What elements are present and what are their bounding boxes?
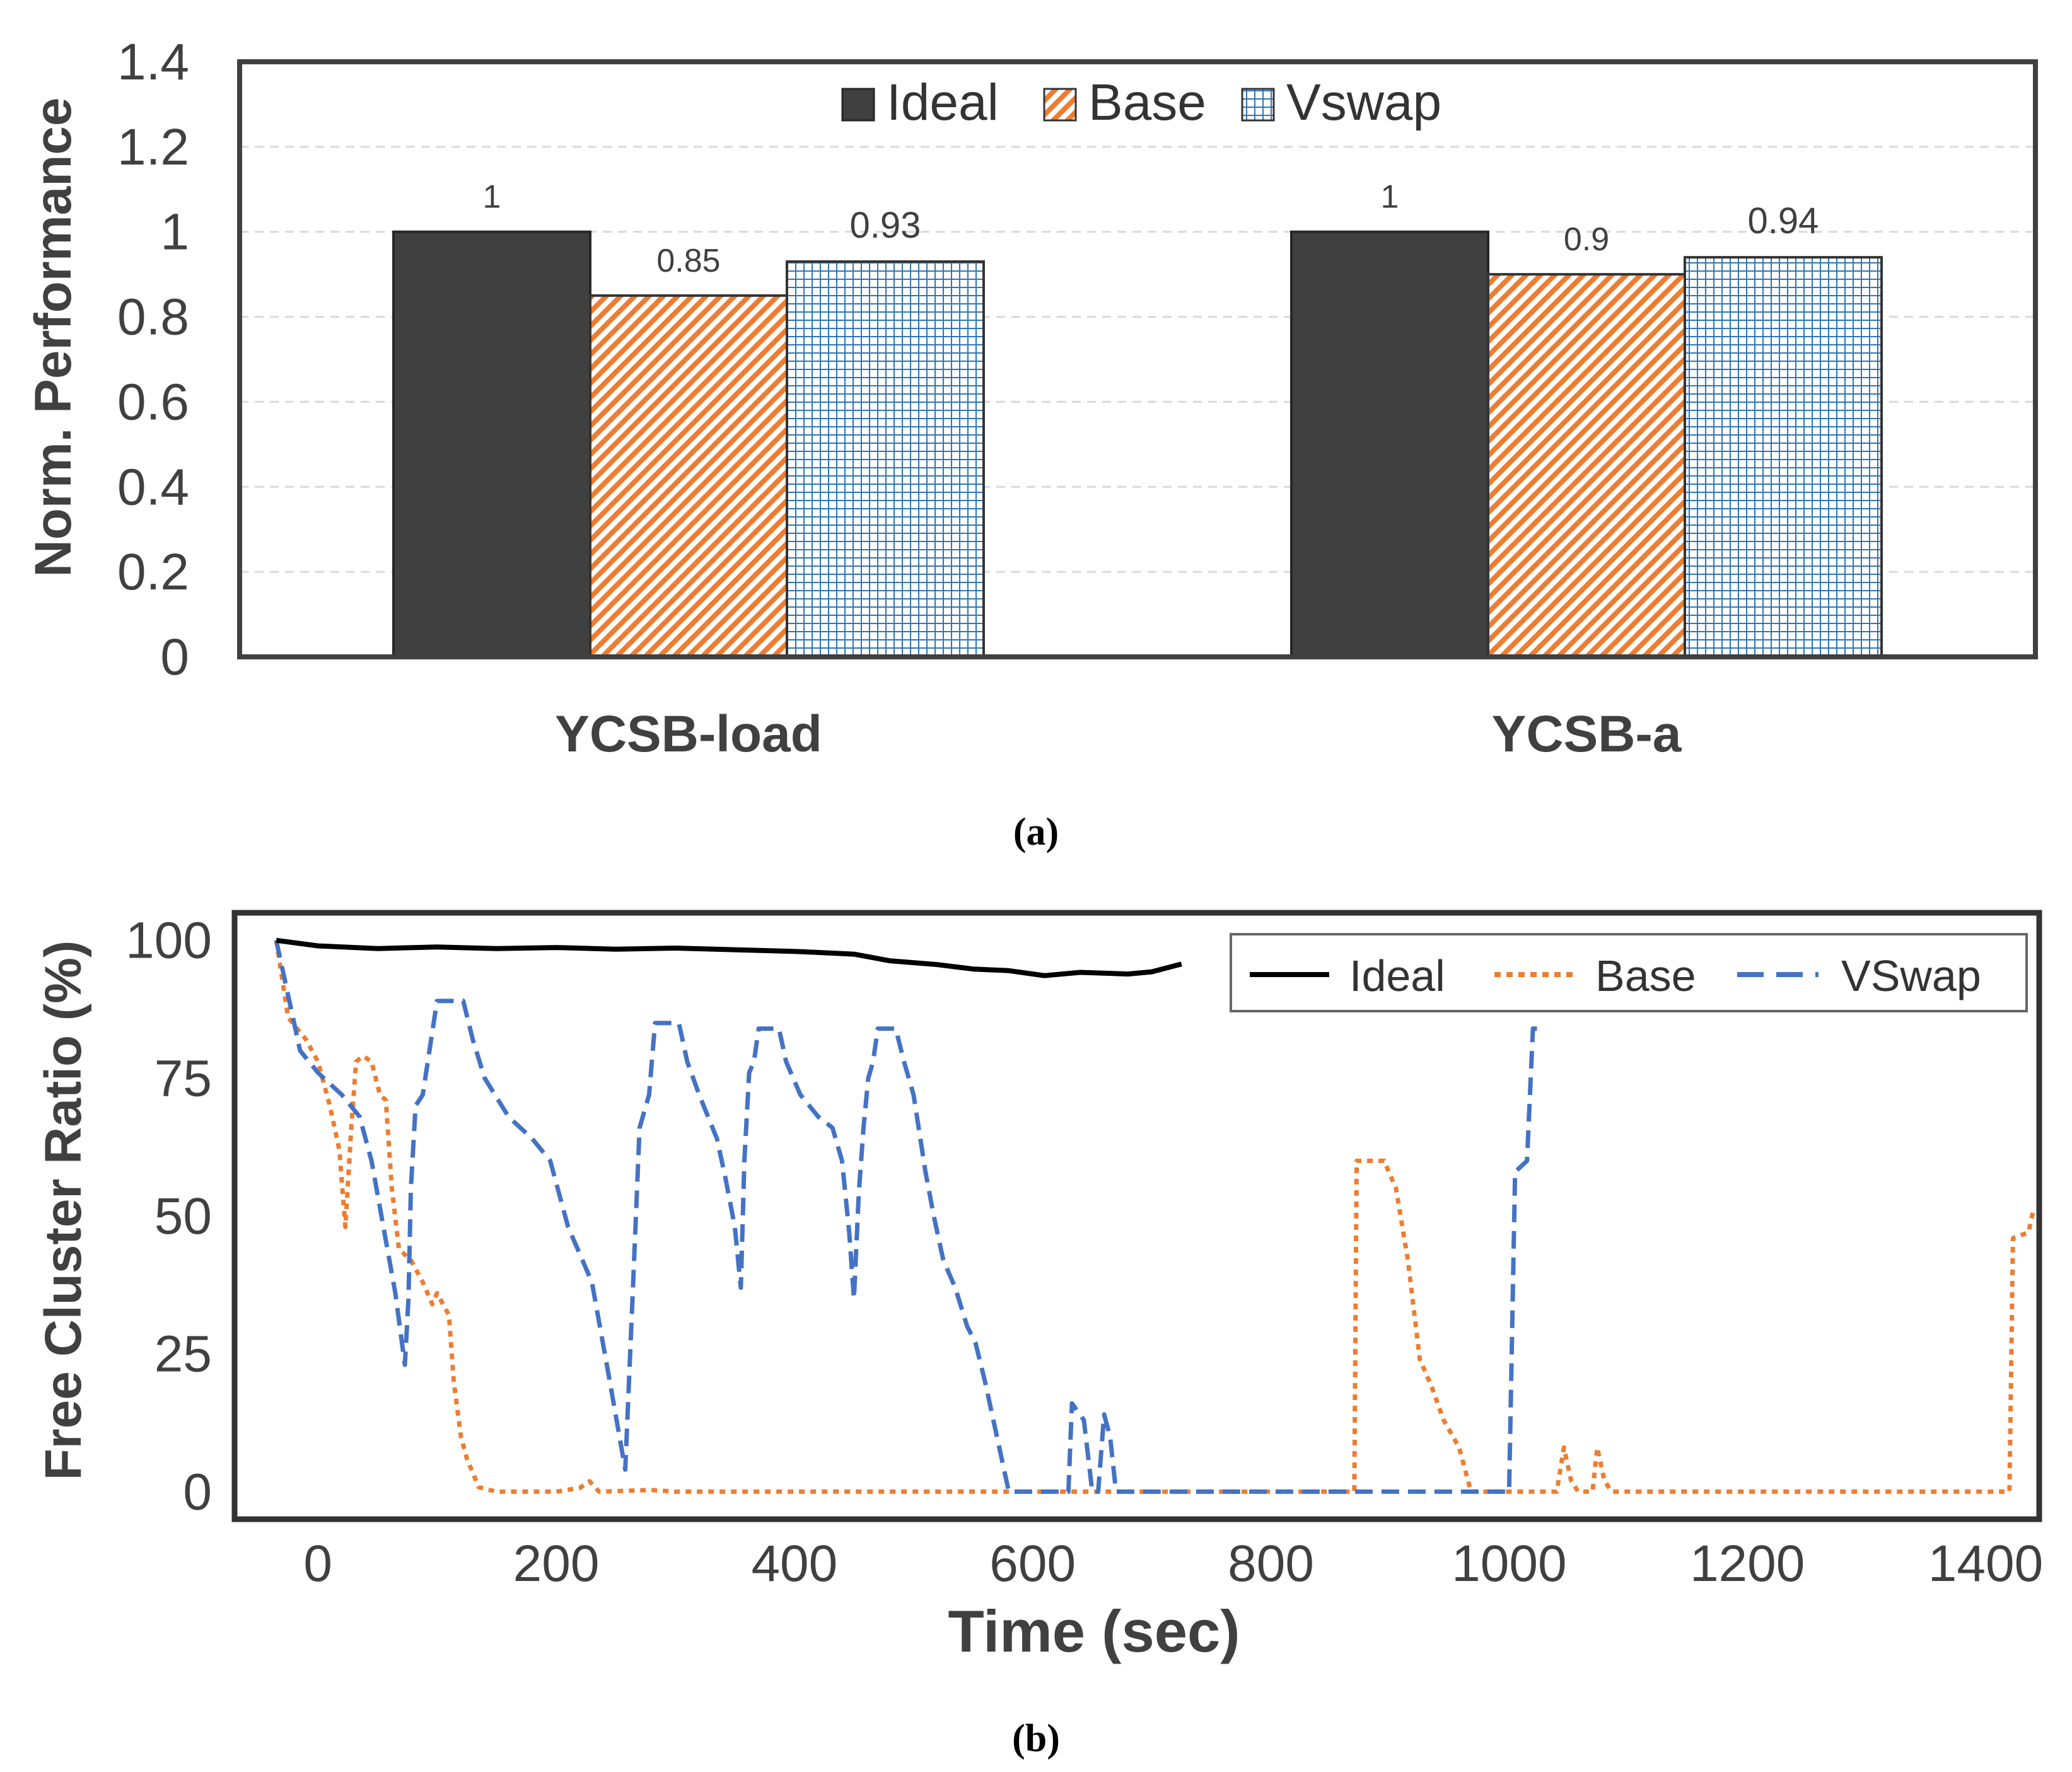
y-tick-a-label: 0.2 [117,543,189,601]
y-tick-a-label: 0.6 [117,373,189,431]
panel-a-y-ticks: 0 0.2 0.4 0.6 0.8 1 1.2 1.4 [117,33,189,686]
data-label-vswap-ycsb-a: 0.94 [1748,200,1819,241]
panel-a-data-labels: 1 0.85 0.93 1 0.9 0.94 [483,179,1819,279]
panel-a-legend: Ideal Base Vswap [841,74,1441,131]
panel-a-caption: (a) [1013,811,1059,854]
y-tick-b-label: 0 [183,1463,212,1520]
data-label-ideal-ycsb-a: 1 [1381,179,1399,216]
data-label-base-ycsb-load: 0.85 [656,243,720,279]
y-tick-b-label: 100 [125,912,212,970]
legend-b-vswap-label: VSwap [1841,951,1981,1000]
y-tick-a-label: 1.4 [117,33,189,91]
legend-a-base-label: Base [1088,74,1206,131]
panel-a-gridlines [240,146,2035,573]
panel-b: 0 25 50 75 100 0 200 400 600 800 1000 1200 1400 Fre… [35,910,2043,1760]
legend-a-vswap-label: Vswap [1286,74,1441,131]
panel-b-x-ticks: 0 200 400 600 800 1000 1200 1400 [303,1535,2043,1592]
panel-b-y-axis-title: Free Cluster Ratio (%) [35,941,92,1481]
legend-b-box [1230,933,2028,1012]
y-tick-a-label: 1 [160,204,189,261]
category-label-ycsb-load: YCSB-load [555,705,822,763]
panel-a: 1 0.85 0.93 1 0.9 0.94 0 0.2 0.4 0.6 0.8 1 1.2 1.4 Y… [25,33,2038,854]
legend-b-ideal-label: Ideal [1349,951,1445,1000]
x-tick-b-label: 800 [1228,1535,1314,1592]
x-tick-b-label: 400 [751,1535,837,1592]
bar-vswap-ycsb-a [1684,256,1883,658]
y-tick-a-label: 0 [160,628,189,686]
data-label-base-ycsb-a: 0.9 [1564,221,1609,258]
panel-b-x-axis-title: Time (sec) [948,1598,1240,1664]
x-tick-b-label: 1000 [1452,1535,1566,1592]
y-tick-a-label: 1.2 [117,119,189,176]
legend-a-ideal-label: Ideal [887,74,999,131]
x-tick-b-label: 0 [303,1535,332,1592]
line-base [274,940,2036,1494]
y-tick-b-label: 75 [154,1050,212,1107]
bar-ideal-ycsb-load [392,230,591,658]
panel-b-legend: Ideal Base VSwap [1230,933,2028,1012]
bar-vswap-ycsb-load [786,260,985,658]
bar-base-ycsb-load [589,294,788,659]
legend-a-ideal-swatch [841,88,875,122]
panel-a-plot-frame [237,59,2038,659]
bar-base-ycsb-a [1487,273,1686,658]
panel-b-caption: (b) [1012,1717,1060,1760]
legend-a-base-swatch [1043,88,1077,122]
legend-a-vswap-swatch [1241,88,1275,122]
panel-b-y-ticks: 0 25 50 75 100 [125,912,212,1521]
y-tick-b-label: 50 [154,1188,212,1245]
panel-a-categories: YCSB-load YCSB-a [555,705,1682,763]
x-tick-b-label: 1200 [1690,1535,1805,1592]
data-label-ideal-ycsb-load: 1 [483,179,501,216]
category-label-ycsb-a: YCSB-a [1492,705,1682,763]
y-tick-b-label: 25 [154,1326,212,1383]
line-vswap [274,939,1545,1494]
panel-a-y-axis-title: Norm. Performance [25,97,82,577]
y-tick-a-label: 0.4 [117,458,189,516]
y-tick-a-label: 0.8 [117,289,189,346]
x-tick-b-label: 600 [989,1535,1076,1592]
x-tick-b-label: 200 [513,1535,600,1592]
line-ideal [276,937,1182,978]
x-tick-b-label: 1400 [1928,1535,2043,1592]
panel-b-plot-frame [231,910,2042,1522]
bar-ideal-ycsb-a [1290,230,1489,658]
data-label-vswap-ycsb-load: 0.93 [850,205,921,246]
panel-b-lines [274,937,2036,1494]
legend-b-base-label: Base [1595,951,1696,1000]
panel-a-bars [392,230,1883,659]
